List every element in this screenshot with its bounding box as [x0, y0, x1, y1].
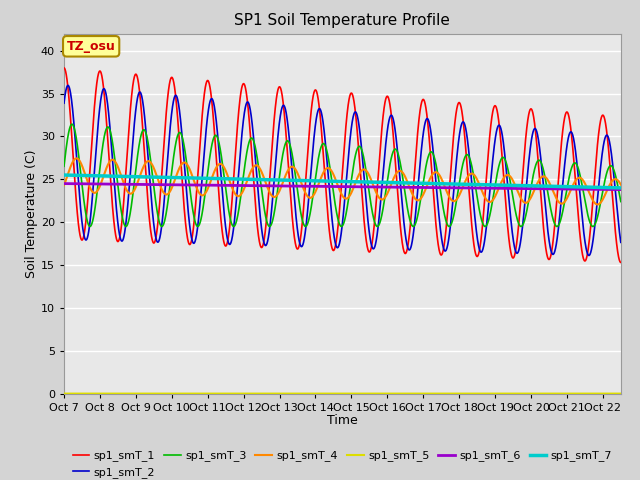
sp1_smT_6 [60, 180, 68, 186]
sp1_smT_2 [328, 220, 336, 226]
sp1_smT_1 [328, 246, 336, 252]
sp1_smT_7 [612, 185, 620, 191]
Line: sp1_smT_4: sp1_smT_4 [64, 158, 621, 204]
sp1_smT_3 [612, 177, 620, 182]
sp1_smT_4 [301, 189, 308, 195]
sp1_smT_3 [337, 224, 345, 229]
sp1_smT_5 [301, 391, 308, 396]
sp1_smT_3 [617, 199, 625, 204]
sp1_smT_1 [313, 90, 321, 96]
sp1_smT_2 [617, 240, 625, 245]
Line: sp1_smT_7: sp1_smT_7 [64, 175, 621, 188]
sp1_smT_2 [585, 252, 593, 258]
sp1_smT_7 [328, 179, 336, 184]
sp1_smT_1 [60, 65, 68, 71]
sp1_smT_7 [617, 185, 625, 191]
Title: SP1 Soil Temperature Profile: SP1 Soil Temperature Profile [234, 13, 451, 28]
sp1_smT_6 [617, 187, 625, 192]
sp1_smT_5 [375, 391, 383, 396]
Text: TZ_osu: TZ_osu [67, 40, 116, 53]
sp1_smT_4 [328, 169, 336, 175]
sp1_smT_6 [612, 187, 620, 192]
sp1_smT_2 [375, 214, 383, 220]
sp1_smT_3 [301, 223, 308, 229]
sp1_smT_2 [60, 100, 68, 106]
sp1_smT_1 [375, 162, 383, 168]
sp1_smT_3 [68, 121, 76, 127]
sp1_smT_4 [612, 177, 620, 182]
sp1_smT_2 [612, 200, 620, 206]
sp1_smT_2 [500, 140, 508, 146]
sp1_smT_6 [499, 185, 507, 191]
sp1_smT_5 [313, 391, 321, 396]
sp1_smT_5 [617, 391, 625, 396]
Legend: sp1_smT_1, sp1_smT_2, sp1_smT_3, sp1_smT_4, sp1_smT_5, sp1_smT_6, sp1_smT_7: sp1_smT_1, sp1_smT_2, sp1_smT_3, sp1_smT… [68, 446, 617, 480]
sp1_smT_7 [313, 178, 321, 184]
sp1_smT_1 [617, 260, 625, 265]
sp1_smT_4 [73, 156, 81, 161]
sp1_smT_7 [60, 172, 68, 178]
sp1_smT_1 [612, 237, 620, 242]
sp1_smT_3 [500, 155, 508, 160]
sp1_smT_4 [500, 176, 508, 181]
Line: sp1_smT_2: sp1_smT_2 [64, 85, 621, 255]
sp1_smT_3 [60, 163, 68, 169]
sp1_smT_5 [612, 391, 620, 396]
sp1_smT_7 [499, 182, 507, 188]
sp1_smT_5 [328, 391, 336, 396]
sp1_smT_3 [314, 163, 321, 169]
Line: sp1_smT_3: sp1_smT_3 [64, 124, 621, 227]
sp1_smT_4 [617, 182, 625, 188]
sp1_smT_4 [375, 195, 383, 201]
sp1_smT_5 [499, 391, 507, 396]
sp1_smT_6 [328, 184, 336, 190]
sp1_smT_4 [314, 185, 321, 191]
sp1_smT_4 [594, 202, 602, 207]
X-axis label: Time: Time [327, 414, 358, 427]
sp1_smT_4 [60, 182, 68, 188]
sp1_smT_1 [301, 190, 308, 196]
Line: sp1_smT_1: sp1_smT_1 [64, 68, 621, 263]
sp1_smT_5 [60, 391, 68, 396]
sp1_smT_7 [375, 180, 383, 185]
Y-axis label: Soil Temperature (C): Soil Temperature (C) [25, 149, 38, 278]
sp1_smT_6 [375, 184, 383, 190]
sp1_smT_6 [313, 183, 321, 189]
sp1_smT_6 [301, 183, 308, 189]
sp1_smT_2 [64, 83, 72, 88]
Line: sp1_smT_6: sp1_smT_6 [64, 183, 621, 190]
sp1_smT_3 [376, 221, 383, 227]
sp1_smT_7 [301, 178, 308, 183]
sp1_smT_1 [499, 169, 507, 175]
sp1_smT_2 [314, 111, 321, 117]
sp1_smT_3 [328, 182, 336, 188]
sp1_smT_2 [301, 232, 308, 238]
